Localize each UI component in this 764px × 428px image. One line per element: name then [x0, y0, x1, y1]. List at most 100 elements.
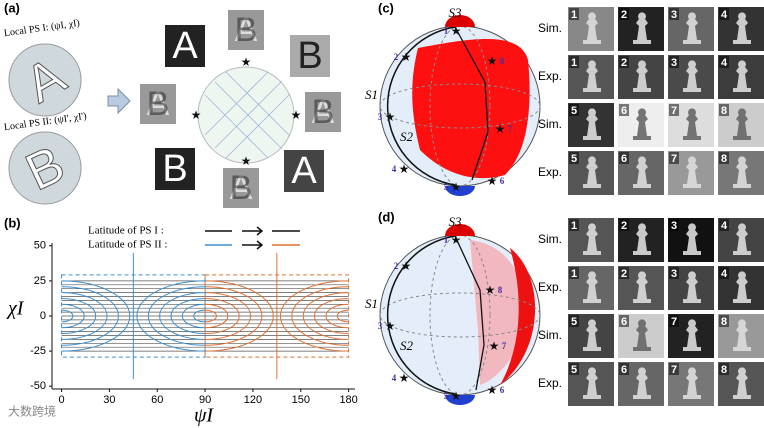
chess-piece	[733, 271, 751, 303]
tile-num-bg	[669, 152, 679, 164]
chess-piece	[683, 223, 701, 255]
tile-num-bg	[719, 363, 729, 375]
letter: A	[230, 169, 253, 207]
chess-piece	[683, 271, 701, 303]
tile-number: 7	[671, 105, 677, 117]
point-label: 5	[444, 391, 449, 401]
point-label: 4	[392, 373, 397, 383]
chess-piece	[683, 108, 701, 140]
tile-num-bg	[669, 267, 679, 279]
letter-box	[290, 35, 330, 77]
point-label: 8	[498, 285, 503, 295]
star: ★	[451, 24, 462, 38]
x-tick-label: 60	[151, 394, 163, 406]
tile-number: 8	[721, 153, 727, 165]
chess-piece	[733, 367, 751, 399]
row-label: Exp.	[538, 376, 562, 390]
star: ★	[401, 50, 412, 64]
tile-num-bg	[619, 363, 629, 375]
contour	[61, 303, 85, 329]
letter: B	[230, 169, 253, 207]
panel-label: (b)	[4, 215, 21, 230]
star: ★	[487, 174, 498, 188]
tile-num-bg	[669, 219, 679, 231]
tile-num-bg	[719, 315, 729, 327]
axis-label: S3	[449, 5, 463, 20]
star: ★	[487, 383, 498, 397]
tile-num-bg	[669, 8, 679, 20]
point-label: 2	[394, 52, 399, 62]
contour	[170, 297, 206, 335]
axis-label: S1	[365, 87, 378, 102]
svg-text:★: ★	[241, 55, 252, 69]
letter: B	[312, 93, 335, 131]
letter: A	[147, 85, 170, 123]
chess-piece	[633, 367, 651, 399]
chess-piece	[633, 12, 651, 45]
letter: A	[172, 25, 198, 67]
tile-num-bg	[719, 267, 729, 279]
chess-piece	[583, 108, 601, 140]
tile-number: 5	[571, 153, 577, 165]
chess-piece	[733, 223, 751, 255]
tile-num-bg	[719, 104, 729, 116]
letter: B	[297, 35, 322, 77]
tile-number: 5	[571, 316, 577, 328]
legend-arrow	[242, 240, 264, 250]
panel-a: ★ ★ ★ ★	[8, 43, 301, 205]
x-tick-label: 30	[103, 394, 115, 406]
letter: A	[312, 93, 335, 131]
y-axis-label: χI	[6, 298, 25, 320]
tile-number: 6	[621, 316, 627, 328]
x-tick-label: 180	[339, 394, 357, 406]
chess-piece	[633, 60, 651, 92]
star: ★	[385, 110, 396, 124]
tile-num-bg	[719, 8, 729, 20]
tile-number: 1	[571, 220, 577, 232]
axis-label: S3	[449, 214, 463, 229]
chess-piece	[583, 223, 601, 255]
chess-piece	[683, 60, 701, 92]
chess-piece	[683, 12, 701, 45]
chess-piece	[683, 156, 701, 188]
tile-number: 2	[621, 268, 627, 280]
tile-number: 7	[671, 316, 677, 328]
chess-piece	[583, 271, 601, 303]
overlap-box	[228, 10, 264, 50]
row-label: Sim.	[538, 328, 562, 342]
x-tick-label: 150	[292, 394, 310, 406]
letter-box	[284, 150, 324, 192]
tile-num-bg	[719, 56, 729, 68]
tile-num-bg	[569, 56, 579, 68]
tile-num-bg	[669, 363, 679, 375]
tile-number: 2	[621, 57, 627, 69]
letter: A	[291, 150, 317, 192]
contour	[205, 309, 217, 323]
star: ★	[399, 162, 410, 176]
tile-number: 3	[671, 57, 677, 69]
contour	[159, 292, 206, 340]
tile-num-bg	[569, 152, 579, 164]
tile-number: 7	[671, 153, 677, 165]
point-label: 7	[502, 341, 507, 351]
tile-num-bg	[669, 56, 679, 68]
tile-number: 4	[721, 57, 728, 69]
chess-piece	[733, 108, 751, 140]
tile-number: 1	[571, 9, 577, 21]
row-label: Sim.	[538, 117, 562, 131]
overlap-box	[140, 84, 176, 124]
tile-num-bg	[619, 315, 629, 327]
tile-number: 2	[621, 9, 627, 21]
chess-piece	[733, 12, 751, 45]
tile-num-bg	[569, 8, 579, 20]
x-tick-label: 0	[59, 394, 65, 406]
star: ★	[451, 180, 462, 194]
row-label: Sim.	[538, 232, 562, 246]
contour	[205, 280, 274, 352]
row-label: Exp.	[538, 165, 562, 179]
axis-label: S2	[400, 338, 414, 353]
star: ★	[451, 389, 462, 403]
tile-number: 5	[571, 105, 577, 117]
